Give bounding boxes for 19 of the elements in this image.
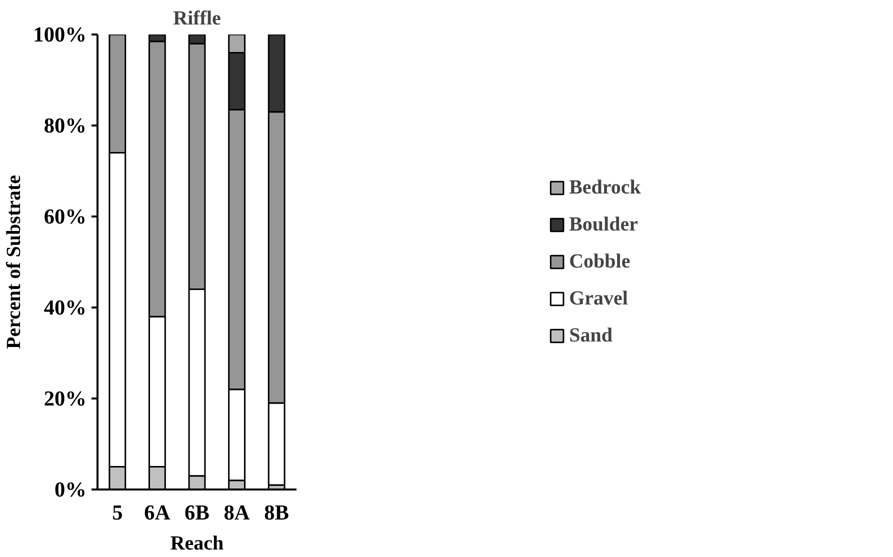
legend-label: Sand — [569, 324, 612, 347]
legend-label: Cobble — [569, 250, 630, 273]
x-axis-title: Reach — [170, 532, 224, 554]
y-tick-label: 80% — [44, 114, 86, 138]
legend-label: Bedrock — [569, 176, 641, 199]
y-tick-label: 60% — [44, 204, 86, 228]
chart-title: Riffle — [173, 8, 221, 30]
y-axis-title: Percent of Substrate — [3, 174, 26, 350]
x-tick-label: 5 — [112, 500, 123, 524]
legend-label: Boulder — [569, 213, 638, 236]
y-tick-label: 100% — [33, 22, 87, 46]
x-tick-label: 8A — [224, 500, 250, 524]
y-tick-label: 20% — [44, 386, 86, 410]
x-tick-label: 8B — [264, 500, 290, 524]
y-tick-label: 40% — [44, 296, 86, 320]
x-tick-label: 6A — [144, 500, 171, 524]
y-tick-label: 0% — [54, 478, 87, 502]
legend-label: Gravel — [569, 287, 628, 310]
x-tick-label: 6B — [184, 500, 210, 524]
